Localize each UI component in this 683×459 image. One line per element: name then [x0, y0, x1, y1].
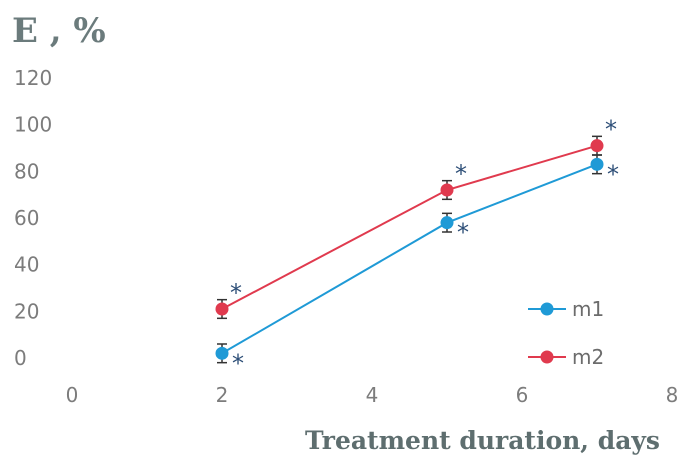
significance-marker: * — [605, 116, 617, 144]
legend: m1 m2 — [528, 297, 604, 369]
x-tick-label: 2 — [216, 383, 229, 407]
x-axis-ticks: 0 2 4 6 8 — [66, 383, 679, 407]
significance-marker: * — [457, 219, 469, 247]
x-tick-label: 0 — [66, 383, 79, 407]
significance-marker: * — [607, 160, 619, 188]
y-tick-label: 0 — [14, 346, 27, 370]
y-axis-ticks: 0 20 40 60 80 100 120 — [14, 66, 52, 370]
y-tick-label: 40 — [14, 253, 39, 277]
data-point-m2 — [215, 302, 229, 316]
legend-marker — [540, 302, 554, 316]
series-m2: * * * — [215, 116, 617, 320]
series-layer: * * * * * * — [215, 116, 619, 377]
series-m1: * * * — [215, 154, 619, 377]
data-point-m2 — [590, 139, 604, 153]
x-tick-label: 4 — [366, 383, 379, 407]
y-tick-label: 20 — [14, 299, 39, 323]
legend-label: m1 — [572, 297, 604, 321]
y-tick-label: 60 — [14, 206, 39, 230]
legend-item-m2: m2 — [528, 345, 604, 369]
x-tick-label: 8 — [666, 383, 679, 407]
data-point-m1 — [590, 157, 604, 171]
x-tick-label: 6 — [516, 383, 529, 407]
data-point-m2 — [440, 183, 454, 197]
y-tick-label: 80 — [14, 159, 39, 183]
legend-label: m2 — [572, 345, 604, 369]
significance-marker: * — [230, 279, 242, 307]
y-tick-label: 120 — [14, 66, 52, 90]
legend-marker — [540, 350, 554, 364]
significance-marker: * — [455, 160, 467, 188]
series-line-m1 — [221, 163, 598, 355]
data-point-m1 — [215, 346, 229, 360]
data-point-m1 — [440, 216, 454, 230]
y-tick-label: 100 — [14, 113, 52, 137]
y-axis-label: E , % — [12, 11, 106, 51]
x-axis-label: Treatment duration, days — [305, 426, 660, 455]
significance-marker: * — [232, 349, 244, 377]
series-line-m2 — [221, 144, 598, 310]
legend-item-m1: m1 — [528, 297, 604, 321]
